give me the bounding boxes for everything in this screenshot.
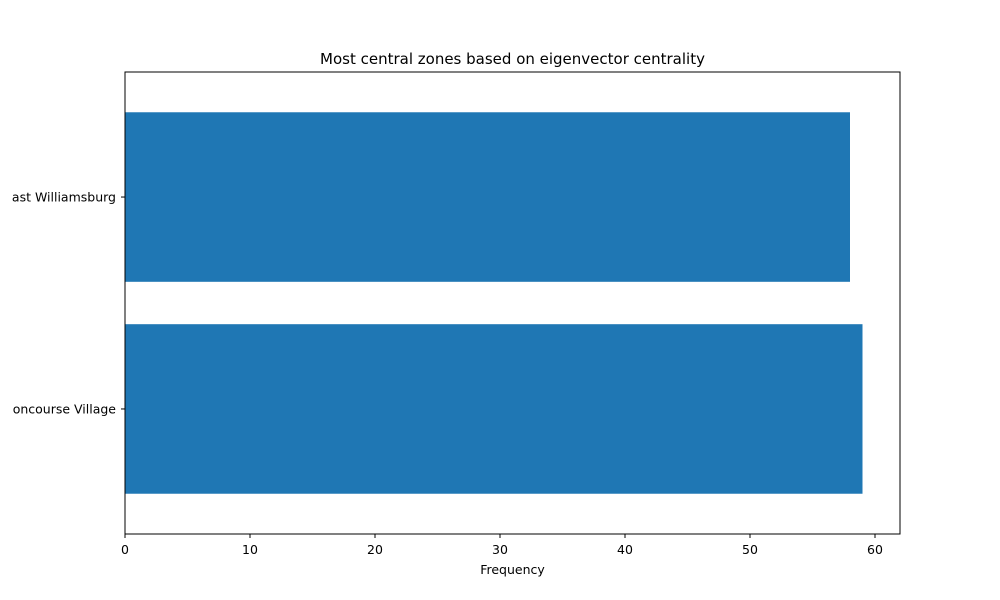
x-axis-label: Frequency	[480, 562, 545, 577]
x-tick-label: 0	[121, 542, 129, 557]
x-tick-label: 30	[492, 542, 508, 557]
bar	[125, 324, 863, 494]
chart-title: Most central zones based on eigenvector …	[320, 50, 705, 68]
x-tick-label: 10	[242, 542, 258, 557]
y-tick-label: oncourse Village	[13, 401, 117, 416]
x-tick-label: 20	[367, 542, 383, 557]
x-tick-label: 40	[617, 542, 633, 557]
x-tick-label: 50	[742, 542, 758, 557]
bars-group	[125, 112, 863, 494]
y-ticks-group: oncourse Village ast Williamsburg	[12, 190, 125, 416]
x-tick-label: 60	[867, 542, 883, 557]
x-ticks-group: 0 10 20 30 40 50 60	[121, 534, 883, 557]
bar	[125, 112, 850, 282]
y-tick-label: ast Williamsburg	[12, 190, 116, 205]
plot-frame	[124, 71, 901, 535]
